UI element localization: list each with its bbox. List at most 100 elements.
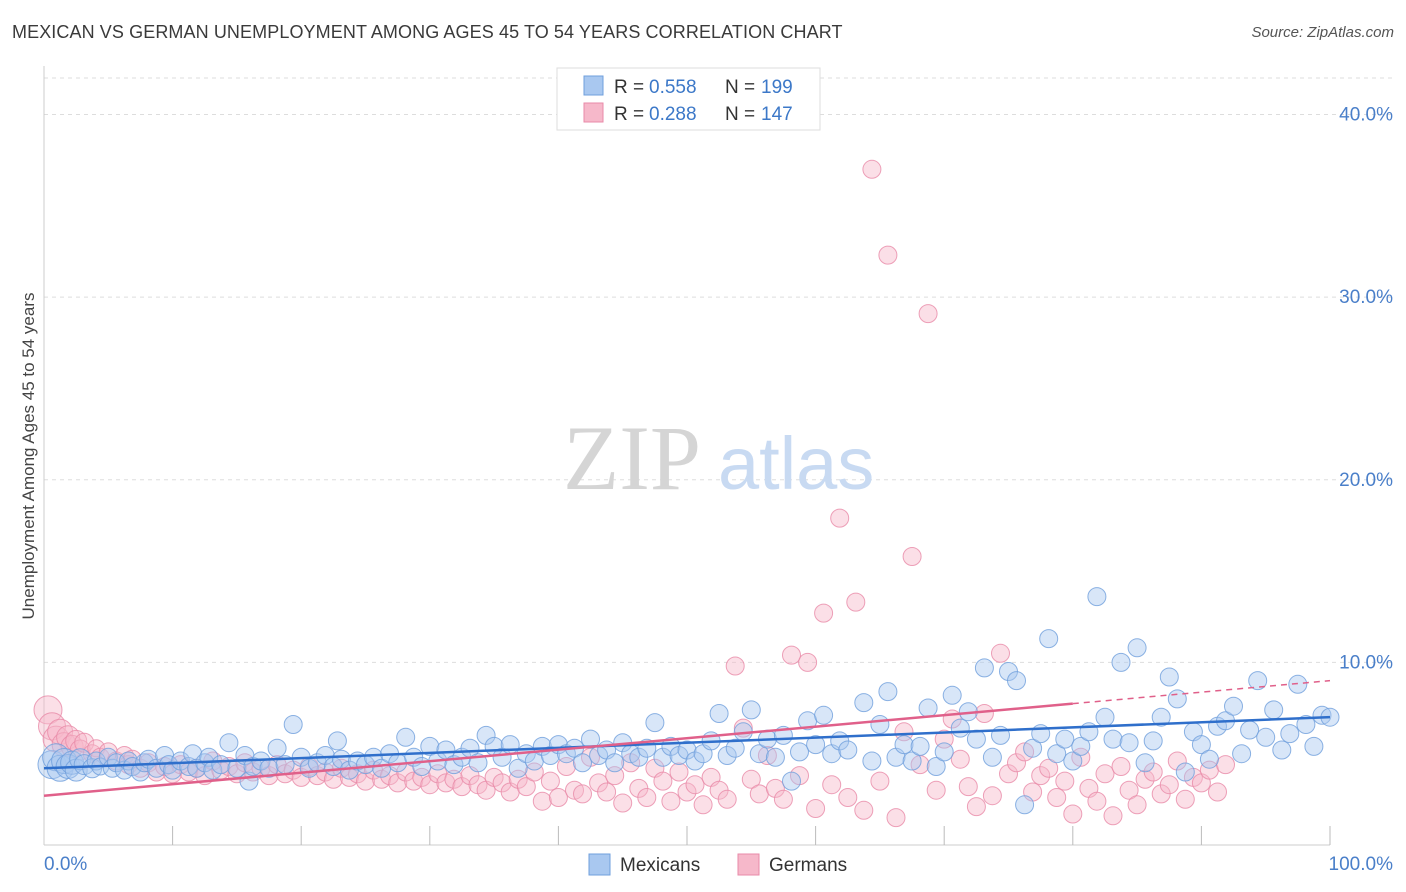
mexicans-point [106,753,126,773]
mexicans-point [685,751,705,771]
mexicans-point [709,704,729,723]
x-tick-label-max: 100.0% [1329,854,1394,875]
germans-point [966,797,986,817]
germans-point [637,788,657,807]
mexicans-point [677,740,697,760]
mexicans-point [878,682,898,702]
mexicans-point [894,735,914,755]
watermark: ZIP atlas [563,407,874,509]
mexicans-point [1159,667,1179,687]
germans-point [1039,758,1059,778]
stats-r-label-germans: R = [614,104,644,125]
mexicans-point [749,744,769,764]
germans-point [74,732,95,753]
mexicans-point [814,705,834,725]
germans-point [757,746,777,765]
stats-n-value-germans: 147 [761,104,793,125]
germans-point [1007,753,1026,773]
watermark-zip: ZIP [563,407,701,509]
germans-point [508,769,528,789]
mexicans-point [942,685,962,705]
mexicans-point [1272,740,1292,760]
mexicans-point [1199,749,1219,769]
mexicans-point [1055,729,1075,749]
germans-point [991,643,1010,663]
y-axis-label: Unemployment Among Ages 45 to 54 years [19,293,38,620]
germans-point [1167,751,1187,771]
y-tick-label: 30.0% [1339,287,1393,308]
mexicans-point [806,735,826,755]
mexicans-point [1127,638,1147,658]
y-tick-label: 20.0% [1339,470,1393,491]
mexicans-point [838,740,858,760]
germans-point [1135,769,1155,789]
germans-point [974,704,994,723]
germans-point [1111,757,1131,776]
germans-point [870,771,890,791]
legend-swatch-germans [737,853,760,876]
mexicans-point [211,755,231,775]
mexicans-point [717,746,737,765]
mexicans-point [870,715,890,734]
mexicans-point [1256,727,1276,747]
germans-point [1208,782,1227,802]
germans-point [597,782,617,802]
germans-point [982,786,1002,806]
trend-line-mexicans [43,715,1331,770]
germans-point [1055,771,1075,791]
stats-swatch-germans [583,102,604,123]
mexicans-point [1288,674,1308,694]
mexicans-point [966,729,986,749]
germans-point [685,775,705,795]
mexicans-point [1175,762,1195,782]
germans-point [1127,795,1147,815]
mexicans-point [1095,707,1115,727]
mexicans-point [1039,629,1059,649]
germans-point [452,777,472,797]
mexicans-point [1304,736,1324,756]
germans-point [878,245,898,265]
mexicans-point [1312,705,1332,725]
germans-point [1031,766,1051,786]
germans-point [33,695,63,725]
mexicans-point [267,738,287,758]
mexicans-point [782,771,801,791]
germans-point [516,777,536,797]
mexicans-point [283,715,303,734]
mexicans-point [508,758,528,778]
mexicans-point [1087,587,1107,607]
mexicans-point [1063,751,1083,771]
germans-point [1175,789,1195,809]
mexicans-point [918,698,938,718]
mexicans-point [645,713,665,733]
mexicans-point [476,725,496,745]
mexicans-point [910,736,930,756]
germans-point [677,782,697,802]
germans-point [782,645,801,665]
mexicans-point [605,753,625,773]
mexicans-point [765,747,785,767]
trend-lines [43,679,1331,797]
germans-point [830,508,850,528]
germans-point [1047,788,1067,807]
y-tick-label: 10.0% [1339,652,1393,673]
germans-point [1087,791,1107,811]
germans-point [420,775,440,795]
germans-point [862,159,882,179]
mexicans-point [315,746,335,765]
germans-point [356,771,375,791]
mexicans-point [1167,689,1187,709]
germans-point [854,800,874,820]
mexicans-point [862,751,882,771]
mexicans-point [1151,707,1171,727]
germans-point [806,799,826,818]
germans-point [540,771,560,791]
mexicans-point [219,733,239,753]
mexicans-point [1135,753,1155,773]
x-tick-label-min: 0.0% [44,854,87,875]
mexicans-point [1240,720,1260,740]
germans-point [773,789,793,809]
germans-point [532,791,552,811]
mexicans-point [950,718,970,738]
